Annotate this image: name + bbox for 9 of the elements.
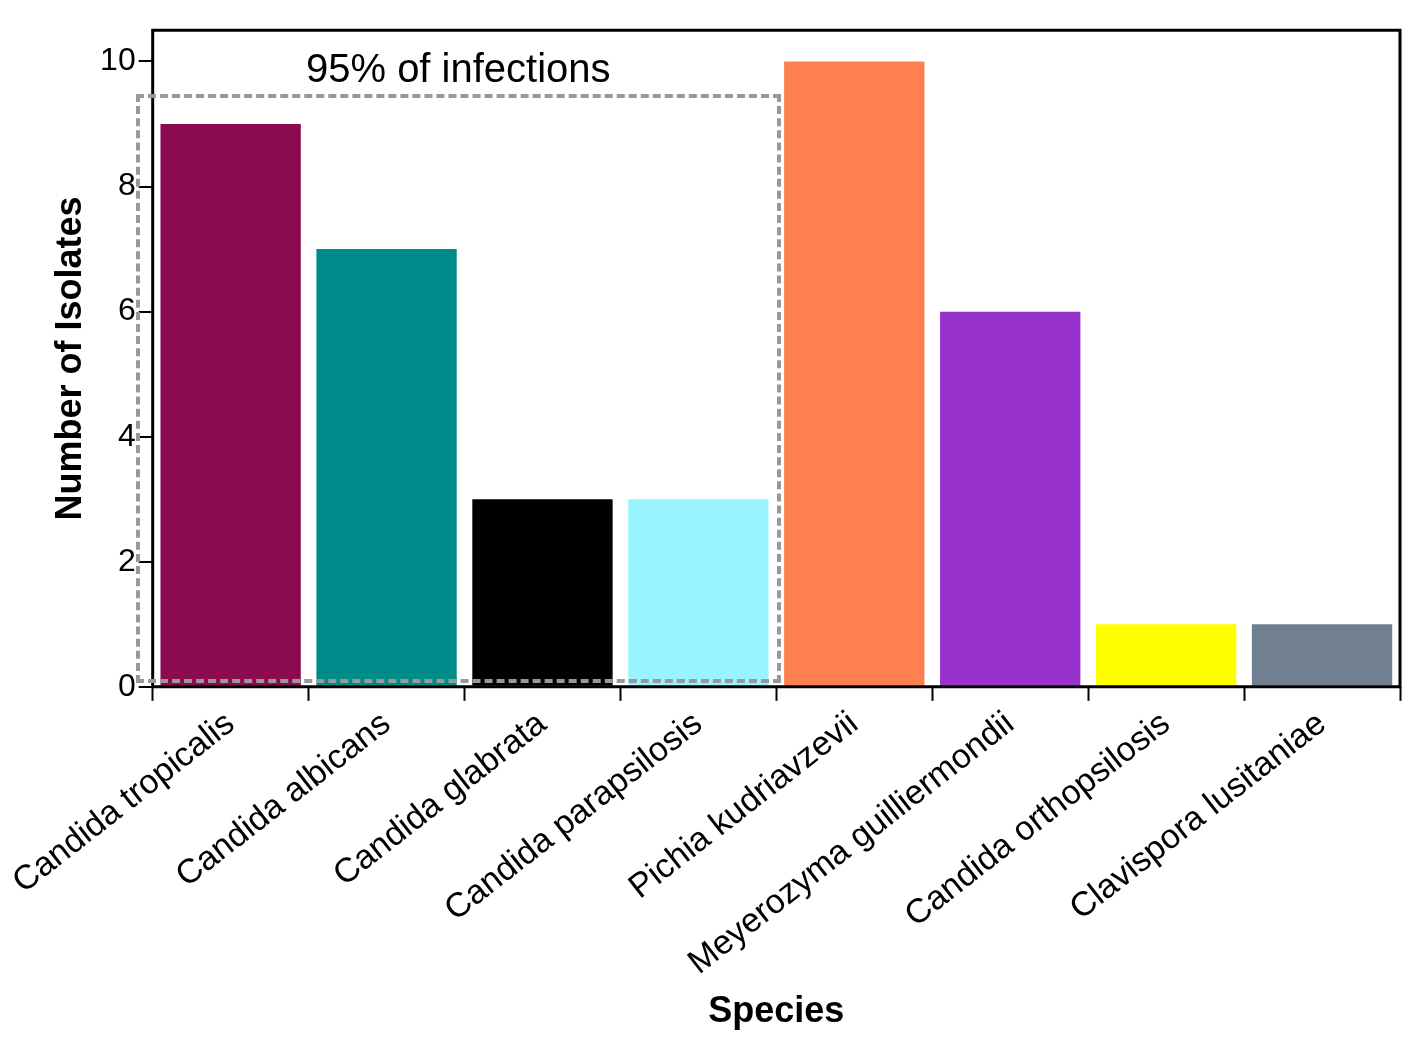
y-tick-label: 2 <box>117 541 136 578</box>
y-axis-title: Number of Isolates <box>48 196 90 521</box>
annotation: 95% of infections <box>304 46 612 91</box>
y-tick-label: 6 <box>117 291 136 328</box>
y-tick-label: 10 <box>100 41 136 78</box>
y-tick-label: 4 <box>117 416 136 453</box>
y-tick-label: 0 <box>117 666 136 703</box>
y-tick-label: 8 <box>117 166 136 203</box>
x-axis-title: Species <box>708 989 845 1031</box>
